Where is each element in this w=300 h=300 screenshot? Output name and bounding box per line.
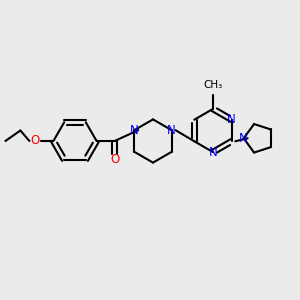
Text: CH₃: CH₃ <box>203 80 223 90</box>
Text: N: N <box>227 113 236 126</box>
Text: O: O <box>110 153 119 166</box>
Text: N: N <box>208 146 217 159</box>
Text: O: O <box>31 134 40 148</box>
Text: N: N <box>167 124 176 137</box>
Text: N: N <box>130 124 139 137</box>
Text: N: N <box>239 132 248 145</box>
